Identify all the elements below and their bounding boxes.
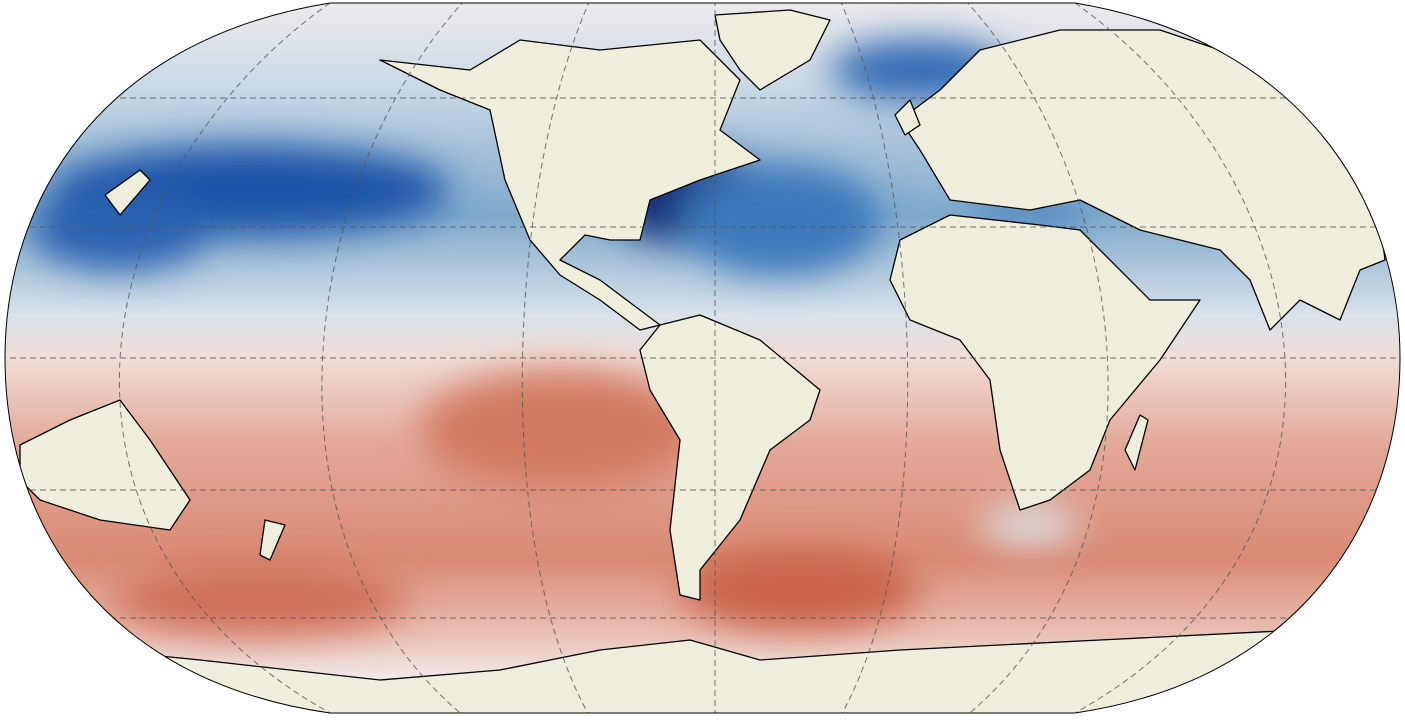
uk bbox=[894, 99, 921, 136]
new-zealand bbox=[259, 519, 286, 561]
japan bbox=[104, 169, 151, 216]
south-america bbox=[639, 314, 821, 601]
map-outline bbox=[4, 2, 1401, 714]
north-america bbox=[379, 39, 761, 331]
madagascar bbox=[1124, 414, 1149, 471]
meridian bbox=[321, 3, 466, 713]
meridian bbox=[521, 3, 591, 713]
eurasia bbox=[899, 29, 1386, 331]
meridian bbox=[964, 3, 1109, 713]
greenland bbox=[714, 9, 831, 91]
africa bbox=[889, 214, 1201, 511]
meridian bbox=[1074, 3, 1286, 713]
meridian bbox=[119, 3, 331, 713]
meridian bbox=[839, 3, 909, 713]
